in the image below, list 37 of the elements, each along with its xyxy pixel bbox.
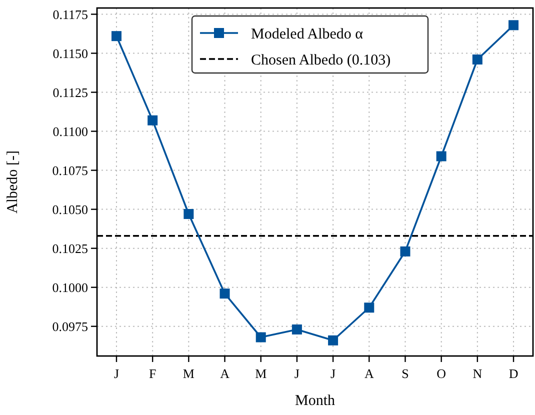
point (292, 324, 302, 334)
x-tick-label: M (255, 366, 268, 381)
point (400, 246, 410, 256)
point (472, 54, 482, 64)
y-tick-label: 0.1100 (52, 124, 88, 139)
point (148, 115, 158, 126)
y-tick-label: 0.1175 (52, 6, 88, 22)
x-tick-label: S (402, 366, 409, 381)
x-tick-label: J (330, 366, 336, 381)
point (220, 288, 230, 299)
x-tick-label: O (436, 366, 446, 381)
x-tick-label: A (220, 366, 230, 381)
y-tick-label: 0.0975 (52, 318, 88, 334)
y-tick-label: 0.1025 (52, 240, 88, 256)
point (508, 20, 519, 30)
point (436, 151, 446, 162)
x-tick-label: J (294, 366, 300, 381)
point (184, 208, 194, 219)
y-tick-label: 0.1050 (52, 202, 88, 217)
y-tick-label: 0.1000 (52, 280, 88, 295)
point (364, 302, 374, 313)
y-tick-label: 0.1125 (52, 84, 88, 100)
x-tick-label: D (508, 366, 518, 381)
legend-label: Chosen Albedo (0.103) (251, 52, 391, 68)
y-tick-label: 0.1075 (52, 162, 88, 178)
y-tick-label: 0.1150 (52, 46, 88, 61)
y-axis-title: Albedo [-] (5, 150, 21, 214)
x-axis-title: Month (294, 393, 336, 409)
point (256, 332, 266, 342)
x-tick-label: A (364, 366, 374, 381)
x-tick-label: F (148, 366, 156, 381)
x-tick-label: M (182, 366, 195, 381)
point (111, 31, 122, 42)
point (328, 335, 338, 346)
legend-label: Modeled Albedo α (251, 26, 364, 42)
x-tick-label: N (472, 366, 483, 381)
x-tick-label: J (114, 366, 120, 381)
